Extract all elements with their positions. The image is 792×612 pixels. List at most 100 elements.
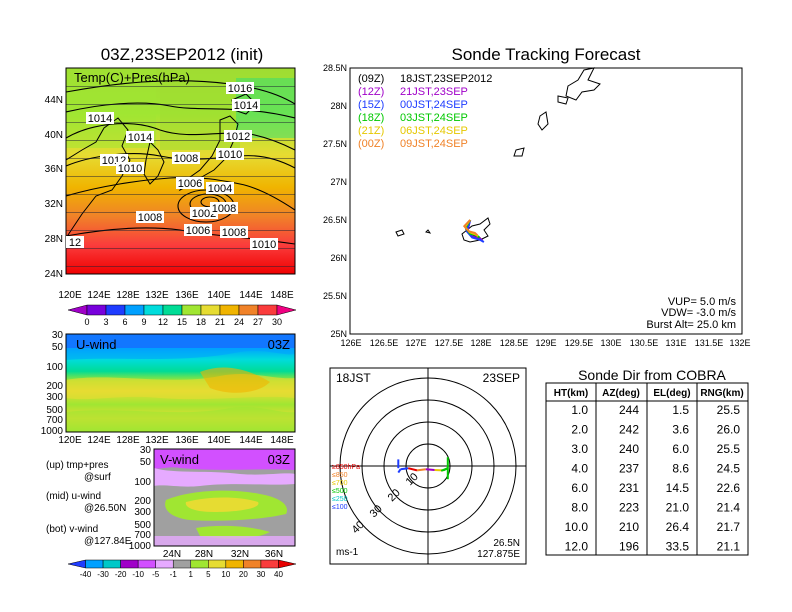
- table-row: 8.0 223 21.0 21.4: [571, 501, 740, 515]
- lon-tick-label: 127E: [405, 338, 426, 348]
- note-line: @127.84E: [84, 536, 132, 547]
- table-cell: 22.6: [717, 481, 741, 495]
- lon-tick-label: 120E: [58, 435, 82, 446]
- isobar-label: 1014: [88, 113, 112, 125]
- lon-tick-label: 126E: [340, 338, 361, 348]
- isobar-label: 1008: [174, 153, 198, 165]
- colorbar-label: 30: [272, 317, 282, 327]
- hodograph-segment: [400, 467, 409, 471]
- table-cell: 8.0: [571, 501, 588, 515]
- pressure-tick-label: 200: [134, 496, 151, 507]
- left-title: 03Z,23SEP2012 (init): [101, 45, 264, 64]
- column-header: RNG(km): [700, 388, 743, 399]
- launch-code: (21Z): [358, 125, 384, 137]
- panel-notes: (up) tmp+pres @surf (mid) u-wind @26.50N…: [46, 460, 132, 547]
- pressure-tick-label: 700: [46, 415, 63, 426]
- lon-tick-label: 132E: [729, 338, 750, 348]
- island-outlines: [395, 67, 601, 243]
- table-cell: 10.0: [565, 520, 589, 534]
- pressure-tick-label: 300: [134, 507, 151, 518]
- launch-time: 09JST,24SEP: [400, 138, 468, 150]
- lat-tick-label: 36N: [45, 164, 63, 175]
- u-panel-time: 03Z: [268, 337, 290, 352]
- table-row: 2.0 242 3.6 26.0: [571, 423, 740, 437]
- sonde-direction-table: Sonde Dir from COBRA HT(km) AZ(deg) EL(d…: [545, 367, 749, 556]
- launch-time: 21JST,23SEP: [400, 86, 468, 98]
- launch-entry: (00Z) 09JST,24SEP: [358, 138, 468, 150]
- table-cell: 26.4: [666, 520, 690, 534]
- right-title: Sonde Tracking Forecast: [452, 45, 641, 64]
- note-line: @surf: [84, 472, 111, 483]
- table-header: HT(km) AZ(deg) EL(deg) RNG(km): [554, 388, 744, 399]
- launch-time: 03JST,24SEP: [400, 112, 468, 124]
- table-row: 12.0 196 33.5 21.1: [565, 540, 741, 554]
- colorbar-swatch: [162, 304, 183, 316]
- table-cell: 223: [619, 501, 639, 515]
- colorbar-label: 21: [215, 317, 225, 327]
- table-cell: 196: [619, 540, 639, 554]
- colorbar-swatch: [219, 304, 240, 316]
- colorbar-label: 12: [158, 317, 168, 327]
- table-cell: 237: [619, 462, 639, 476]
- pressure-tick-label: 500: [134, 520, 151, 531]
- colorbar-swatch: [276, 304, 297, 316]
- hodograph-segment: [397, 468, 402, 474]
- lat-tick-label: 24N: [45, 269, 63, 280]
- colorbar-swatch: [86, 304, 107, 316]
- lon-tick-label: 128E: [116, 290, 140, 301]
- table-body: 1.0 244 1.5 25.5 2.0 242 3.6 26.0 3.0 240 6.0 25.5 4…: [565, 403, 741, 554]
- colorbar-swatch: [137, 559, 156, 569]
- column-header: HT(km): [554, 388, 588, 399]
- table-cell: 4.0: [571, 462, 588, 476]
- colorbar-label: 5: [206, 570, 211, 579]
- lon-tick-label: 124E: [87, 435, 111, 446]
- lat-tick-label: 28N: [330, 101, 347, 111]
- isobar-label: 1008: [222, 227, 246, 239]
- note-line: (mid) u-wind: [46, 491, 101, 502]
- table-cell: 21.4: [717, 501, 741, 515]
- launch-time: 06JST,24SEP: [400, 125, 468, 137]
- lat-tick-label: 24N: [163, 549, 181, 560]
- table-cell: 1.5: [672, 403, 689, 417]
- lat-tick-label: 28N: [195, 549, 213, 560]
- height-legend: ≥850hPa ≤850 ≤700 ≤500 ≤250 ≤100: [332, 464, 360, 511]
- colorbar-label: 15: [177, 317, 187, 327]
- table-cell: 3.6: [672, 423, 689, 437]
- height-legend-item: ≤500: [332, 488, 348, 495]
- hodograph-segment: [440, 467, 449, 472]
- colorbar-label: 6: [122, 317, 127, 327]
- table-cell: 240: [619, 442, 639, 456]
- lat-tick-label: 25N: [330, 329, 347, 339]
- table-row: 1.0 244 1.5 25.5: [571, 403, 740, 417]
- lat-tick-label: 32N: [231, 549, 249, 560]
- colorbar-label: 1: [189, 570, 194, 579]
- table-cell: 26.0: [717, 423, 741, 437]
- table-cell: 33.5: [666, 540, 690, 554]
- lon-tick-label: 136E: [175, 435, 199, 446]
- note-line: @26.50N: [84, 503, 126, 514]
- height-legend-item: ≤100: [332, 504, 348, 511]
- table-cell: 6.0: [672, 442, 689, 456]
- balloon-params: VUP= 5.0 m/s VDW= -3.0 m/s Burst Alt= 25…: [646, 296, 736, 331]
- table-row: 4.0 237 8.6 24.5: [571, 462, 740, 476]
- colorbar-swatch: [85, 559, 104, 569]
- polar-date-label: 23SEP: [483, 371, 520, 385]
- map-frame: [65, 67, 296, 275]
- lat-tick-label: 25.5N: [323, 291, 347, 301]
- launch-entry: (18Z) 03JST,24SEP: [358, 112, 468, 124]
- table-cell: 2.0: [571, 423, 588, 437]
- isobar-label: 1004: [208, 183, 232, 195]
- height-legend-item: ≤250: [332, 496, 348, 503]
- colorbar-swatch: [190, 559, 209, 569]
- colorbar-swatch: [143, 304, 164, 316]
- pressure-tick-label: 50: [52, 342, 64, 353]
- launch-code: (12Z): [358, 86, 384, 98]
- table-cell: 8.6: [672, 462, 689, 476]
- launch-code: (15Z): [358, 99, 384, 111]
- column-header: AZ(deg): [602, 388, 640, 399]
- isobar-label: 1016: [228, 83, 252, 95]
- lat-tick-label: 28.5N: [323, 63, 347, 73]
- lon-tick-label: 128E: [470, 338, 491, 348]
- pressure-tick-label: 30: [52, 330, 64, 341]
- v-panel-time: 03Z: [268, 452, 290, 467]
